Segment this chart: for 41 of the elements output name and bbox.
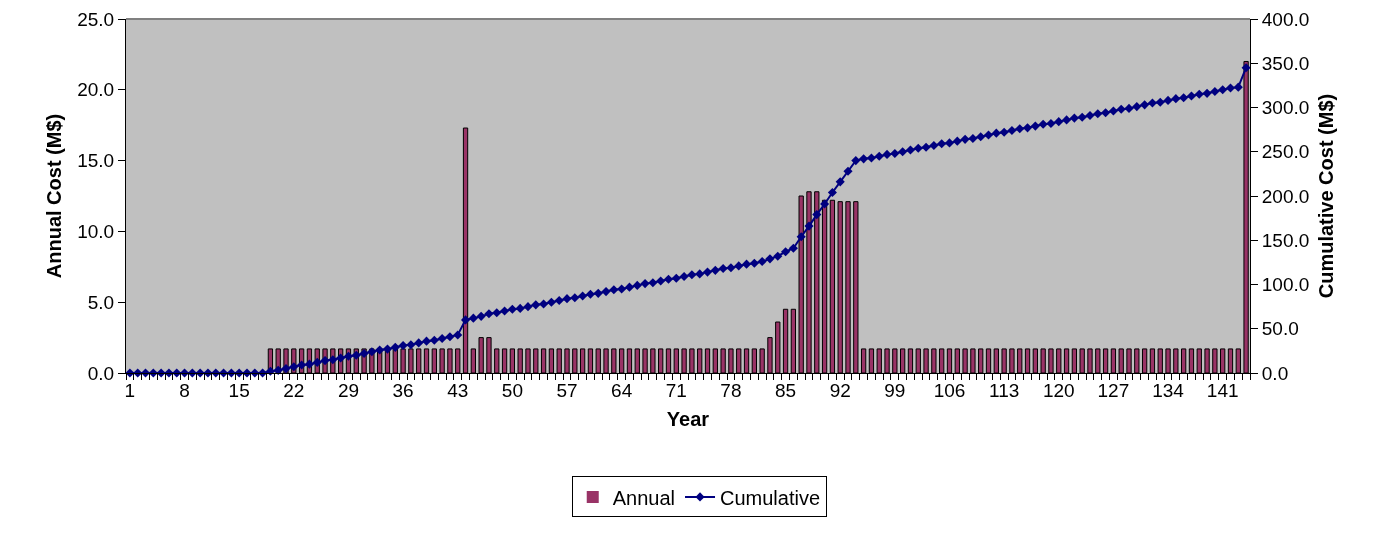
y2-tick-label: 300.0 — [1261, 97, 1310, 119]
x-tick-label: 15 — [228, 379, 250, 401]
x-tick-label: 113 — [988, 379, 1020, 401]
x-tick-label: 141 — [1206, 379, 1239, 401]
x-tick-label: 85 — [775, 379, 797, 401]
y2-tick-label: 100.0 — [1261, 274, 1310, 296]
x-tick-label: 43 — [447, 379, 469, 401]
x-tick-label: 134 — [1152, 379, 1185, 401]
y2-tick-label: 400.0 — [1261, 8, 1310, 30]
y-tick-label: 20.0 — [77, 79, 115, 101]
x-axis-title: Year — [666, 408, 710, 431]
x-tick-label: 50 — [501, 379, 523, 401]
y2-tick-label: 0.0 — [1261, 362, 1289, 384]
y2-axis-title: Cumulative Cost (M$) — [1314, 93, 1337, 299]
y-tick-label: 25.0 — [77, 8, 115, 30]
x-tick-label: 106 — [933, 379, 966, 401]
y-axis-title: Annual Cost (M$) — [42, 113, 65, 279]
y-tick-label: 5.0 — [87, 291, 115, 313]
x-tick-label: 22 — [283, 379, 305, 401]
y2-tick-label: 200.0 — [1261, 185, 1310, 207]
y-tick-label: 10.0 — [77, 221, 115, 243]
y-tick-label: 15.0 — [77, 150, 115, 172]
x-tick-label: 78 — [720, 379, 742, 401]
x-tick-label: 36 — [392, 379, 414, 401]
x-tick-label: 71 — [665, 379, 687, 401]
y2-tick-label: 50.0 — [1261, 318, 1299, 340]
x-tick-label: 8 — [179, 379, 190, 401]
legend-label: Annual — [612, 486, 676, 509]
y2-tick-label: 150.0 — [1261, 229, 1310, 251]
y-tick-label: 0.0 — [87, 362, 115, 384]
x-tick-label: 64 — [611, 379, 633, 401]
x-tick-label: 1 — [124, 379, 136, 401]
y2-tick-label: 350.0 — [1261, 52, 1310, 74]
x-tick-label: 57 — [556, 379, 578, 401]
x-tick-label: 120 — [1042, 379, 1075, 401]
x-tick-label: 127 — [1097, 379, 1130, 401]
legend-label: Cumulative — [720, 486, 821, 509]
y2-tick-label: 250.0 — [1261, 141, 1310, 163]
x-tick-label: 99 — [884, 379, 906, 401]
x-tick-label: 29 — [337, 379, 360, 401]
x-tick-label: 92 — [829, 379, 851, 401]
